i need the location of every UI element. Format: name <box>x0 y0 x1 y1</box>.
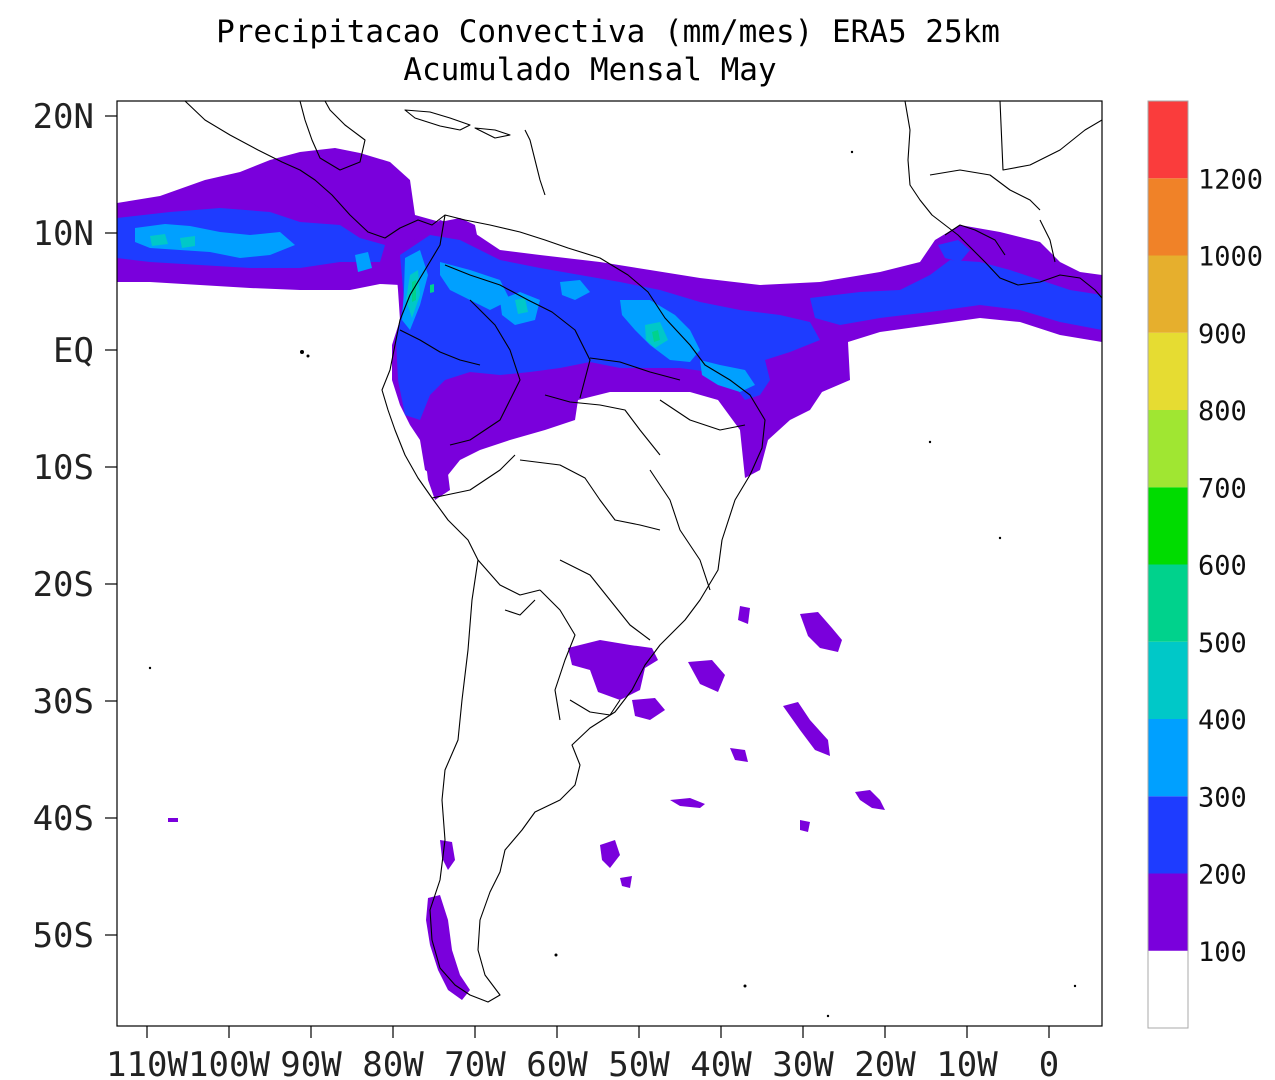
y-tick-label: 10S <box>33 448 94 488</box>
y-tick-label: 50S <box>33 916 94 956</box>
precip-500-600 <box>412 280 660 342</box>
x-tick-label: 30W <box>772 1045 834 1080</box>
x-tick-label: 80W <box>362 1045 424 1080</box>
figure-title: Precipitacao Convectiva (mm/mes) ERA5 25… <box>216 14 1000 50</box>
colorbar-swatch <box>1148 796 1188 874</box>
small-islands <box>148 150 1077 1018</box>
colorbar-level-label: 200 <box>1198 860 1247 891</box>
y-tick-label: 40S <box>33 799 94 839</box>
x-tick-label: 100W <box>188 1045 270 1080</box>
x-tick-label: 10W <box>936 1045 998 1080</box>
colorbar-level-label: 900 <box>1198 319 1247 350</box>
y-tick-label: 20S <box>33 565 94 605</box>
colorbar-swatch <box>1148 487 1188 565</box>
colorbar-swatch <box>1148 101 1188 179</box>
colorbar-frame <box>1147 100 1189 1029</box>
figure-subtitle: Acumulado Mensal May <box>403 52 776 88</box>
colorbar-level-label: 500 <box>1198 628 1247 659</box>
colorbar-level-label: 800 <box>1198 396 1247 427</box>
colorbar-swatch <box>1148 178 1188 256</box>
x-tick-label: 0 <box>1039 1045 1059 1080</box>
colorbar-level-label: 1200 <box>1198 164 1263 195</box>
precip-200-300 <box>117 208 1102 420</box>
colorbar-level-label: 700 <box>1198 473 1247 504</box>
plot-area <box>117 101 1102 1026</box>
colorbar-swatch <box>1148 410 1188 488</box>
colorbar-level-label: 600 <box>1198 551 1247 582</box>
colorbar-swatch <box>1148 255 1188 333</box>
colorbar-swatch <box>1148 719 1188 797</box>
y-tick-label: 20N <box>33 97 94 137</box>
x-tick-label: 50W <box>608 1045 670 1080</box>
x-tick-label: 90W <box>280 1045 342 1080</box>
plot-frame <box>116 100 1103 1027</box>
y-tick-label: 30S <box>33 682 94 722</box>
colorbar-swatch <box>1148 641 1188 719</box>
y-tick-label: 10N <box>33 214 94 254</box>
colorbar-level-label: 400 <box>1198 705 1247 736</box>
colorbar-level-label: 300 <box>1198 782 1247 813</box>
x-tick-label: 20W <box>854 1045 916 1080</box>
colorbar-swatch <box>1148 332 1188 410</box>
colorbar-swatch <box>1148 873 1188 951</box>
x-tick-label: 110W <box>106 1045 188 1080</box>
y-axis <box>105 115 117 936</box>
y-tick-label: EQ <box>53 331 94 371</box>
x-tick-label: 60W <box>526 1045 588 1080</box>
x-tick-label: 70W <box>444 1045 506 1080</box>
coastlines <box>184 101 1102 1003</box>
colorbar-level-label: 1000 <box>1198 242 1263 273</box>
colorbar-swatch <box>1148 564 1188 642</box>
colorbar-level-label: 100 <box>1198 937 1247 968</box>
colorbar-swatch <box>1148 950 1188 1028</box>
x-tick-label: 40W <box>690 1045 752 1080</box>
x-axis <box>146 1026 1050 1038</box>
colorbar: 100 200 300 400 500 600 700 800 900 1000 1200 <box>1148 101 1263 1028</box>
